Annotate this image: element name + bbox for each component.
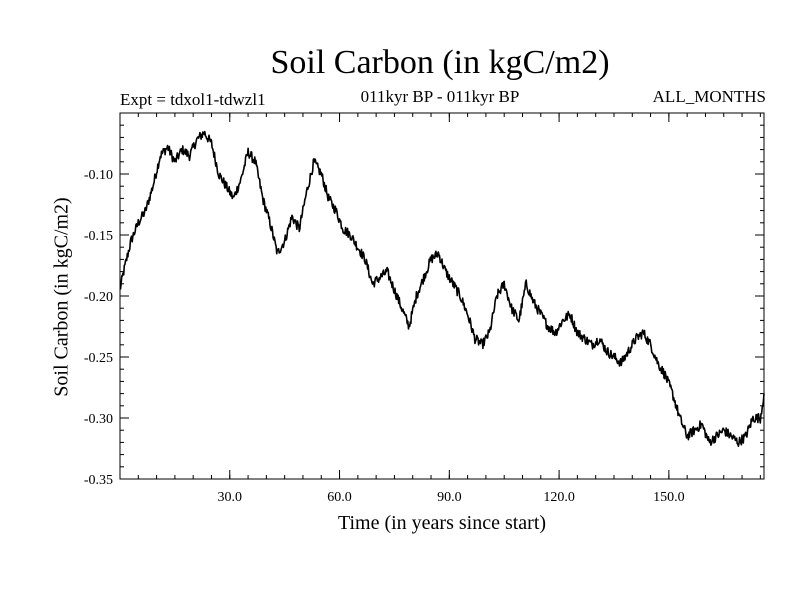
y-tick-label: -0.15: [84, 229, 113, 244]
x-tick-label: 120.0: [543, 490, 575, 505]
x-tick-label: 90.0: [437, 490, 462, 505]
experiment-label: Expt = tdxol1-tdwzl1: [120, 90, 266, 109]
axis-ticks: 30.0 60.0 90.0 120.0 150.0 -0.35 -0.30 -0.25 -0.…: [84, 113, 764, 505]
x-tick-label: 150.0: [653, 490, 685, 505]
x-tick-label: 60.0: [327, 490, 352, 505]
x-tick-label: 30.0: [218, 490, 243, 505]
y-tick-label: -0.30: [84, 412, 113, 427]
y-tick-label: -0.35: [84, 473, 113, 488]
period-label: ALL_MONTHS: [652, 87, 766, 106]
y-tick-label: -0.25: [84, 351, 113, 366]
series-line: [119, 130, 765, 448]
chart-title: Soil Carbon (in kgC/m2): [270, 44, 610, 81]
series-layer: [119, 130, 765, 448]
y-tick-label: -0.20: [84, 290, 113, 305]
chart-subtitle: 011kyr BP - 011kyr BP: [360, 87, 520, 106]
x-axis-label: Time (in years since start): [337, 512, 547, 534]
y-tick-label: -0.10: [84, 168, 113, 183]
